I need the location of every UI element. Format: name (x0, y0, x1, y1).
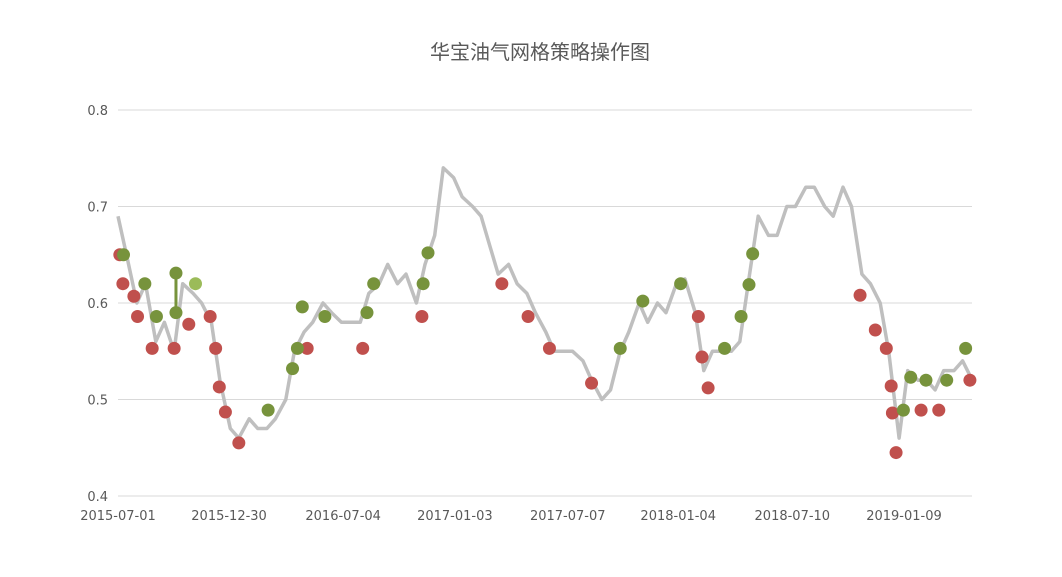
green-marker (360, 306, 374, 320)
x-tick-label: 2018-07-10 (755, 509, 831, 524)
red-marker (131, 310, 145, 324)
red-marker (885, 406, 899, 420)
price-line (116, 166, 974, 440)
green-marker (116, 248, 130, 262)
red-marker (495, 277, 509, 291)
gridlines (118, 109, 972, 497)
red-marker (691, 310, 705, 324)
green-marker (367, 277, 381, 291)
red-marker (879, 341, 893, 355)
red-marker (884, 379, 898, 393)
x-tick-label: 2015-12-30 (191, 509, 267, 524)
x-tick-label: 2015-07-01 (80, 509, 156, 524)
green-marker (959, 341, 973, 355)
red-marker (218, 405, 232, 419)
green-marker (169, 266, 183, 280)
green-marker (896, 403, 910, 417)
red-marker (695, 350, 709, 364)
red-marker (232, 436, 246, 450)
green-marker (742, 278, 756, 292)
light-green-marker (189, 277, 203, 291)
y-tick-label: 0.8 (87, 104, 108, 119)
y-tick-label: 0.4 (87, 490, 108, 505)
red-marker (932, 403, 946, 417)
red-marker (868, 323, 882, 337)
red-marker (212, 380, 226, 394)
green-marker (718, 341, 732, 355)
x-tick-label: 2017-07-07 (530, 509, 606, 524)
green-marker (169, 306, 183, 320)
green-marker (940, 373, 954, 387)
chart-title: 华宝油气网格策略操作图 (430, 40, 650, 64)
red-marker (300, 341, 314, 355)
red-marker (701, 381, 715, 395)
green-marker (261, 403, 275, 417)
green-marker (318, 310, 332, 324)
x-tick-label: 2017-01-03 (417, 509, 493, 524)
red-marker (914, 403, 928, 417)
red-marker (203, 310, 217, 324)
green-marker (149, 310, 163, 324)
green-marker (674, 277, 688, 291)
y-tick-label: 0.5 (87, 394, 108, 409)
x-tick-label: 2016-07-04 (305, 509, 381, 524)
red-marker (356, 341, 370, 355)
red-marker (963, 373, 977, 387)
green-marker (295, 300, 309, 314)
green-marker (636, 294, 650, 308)
red-marker (116, 277, 130, 291)
y-tick-label: 0.7 (87, 201, 108, 216)
red-marker (145, 341, 159, 355)
red-marker (182, 317, 196, 331)
green-marker (290, 341, 304, 355)
trade-markers (113, 246, 977, 460)
green-marker (746, 247, 760, 261)
y-axis: 0.4 0.5 0.6 0.7 0.8 (87, 104, 108, 505)
green-marker (286, 362, 300, 376)
green-marker (919, 373, 933, 387)
green-marker (138, 277, 152, 291)
red-marker (167, 341, 181, 355)
green-marker (734, 310, 748, 324)
green-marker (421, 246, 435, 260)
red-marker (853, 288, 867, 302)
red-marker (585, 376, 599, 390)
x-tick-label: 2018-01-04 (640, 509, 716, 524)
red-marker (521, 310, 535, 324)
red-marker (209, 341, 223, 355)
green-marker (613, 341, 627, 355)
price-series (116, 166, 974, 440)
green-marker (904, 370, 918, 384)
x-axis: 2015-07-01 2015-12-30 2016-07-04 2017-01-03… (80, 509, 942, 524)
red-marker (542, 341, 556, 355)
x-tick-label: 2019-01-09 (866, 509, 942, 524)
green-marker (416, 277, 430, 291)
red-marker (415, 310, 429, 324)
y-tick-label: 0.6 (87, 297, 108, 312)
red-marker (889, 446, 903, 460)
red-marker (127, 289, 141, 303)
